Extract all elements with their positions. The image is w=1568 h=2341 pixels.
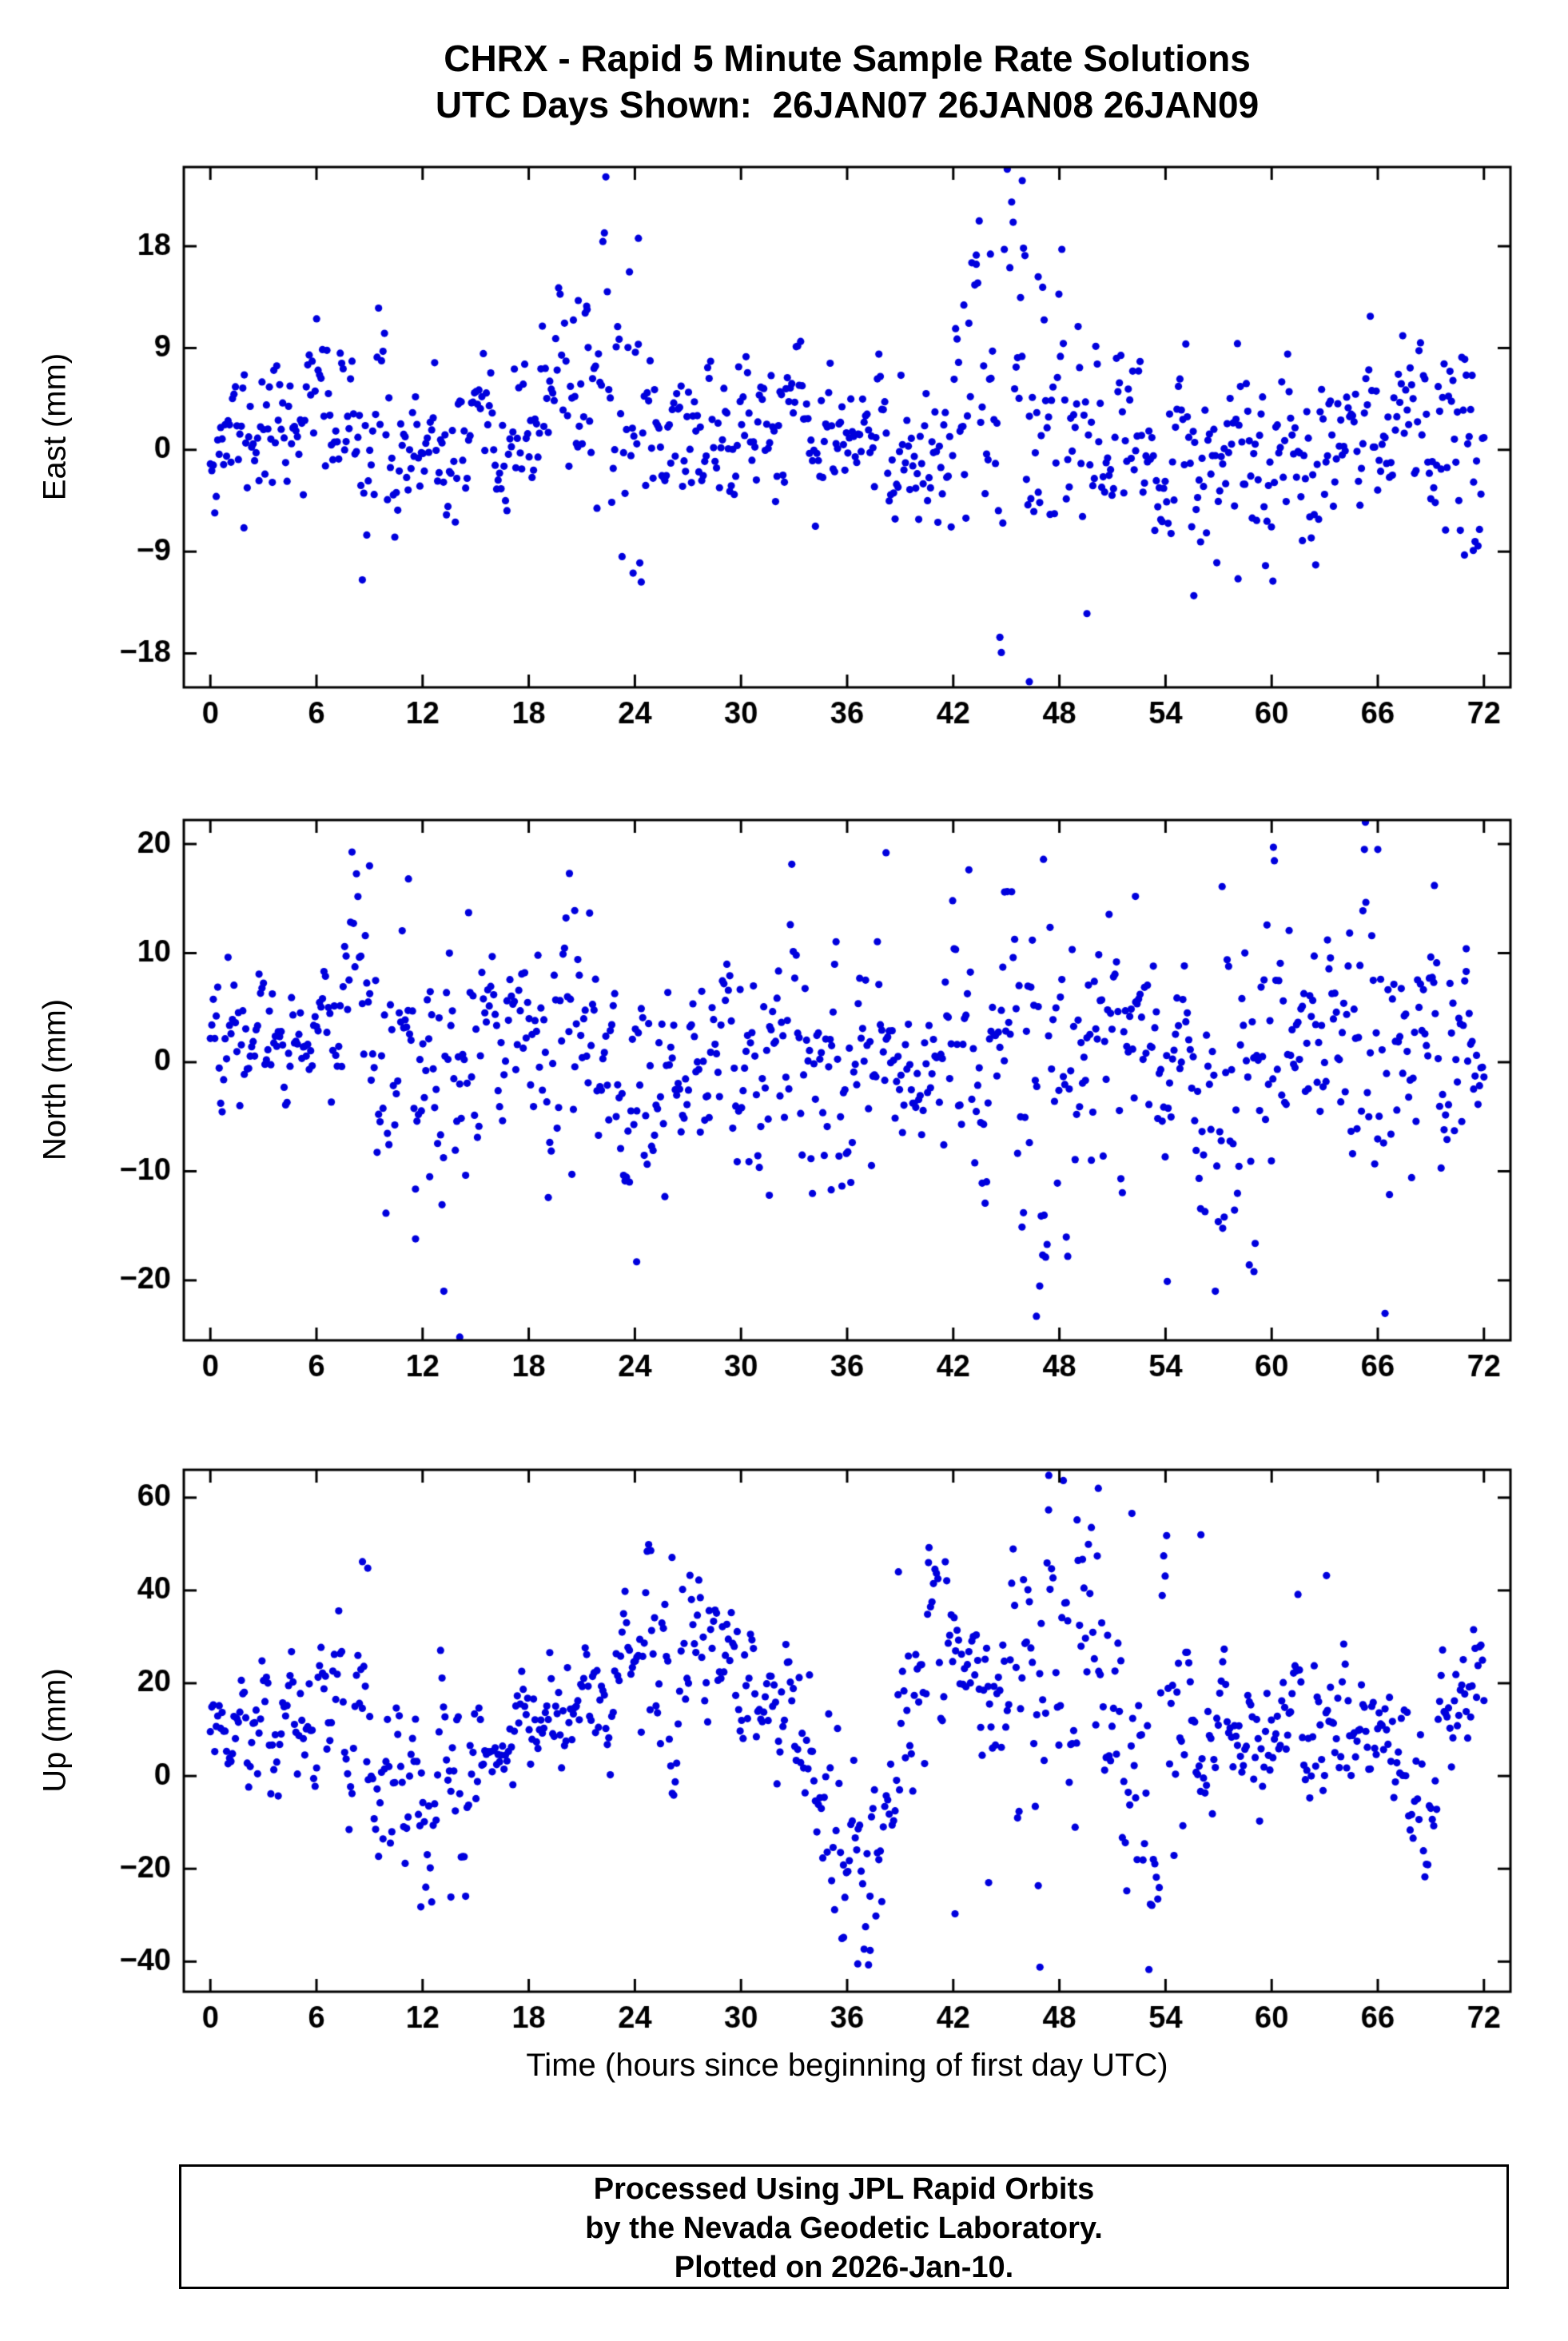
footer-line2: by the Nevada Geodetic Laboratory. xyxy=(585,2212,1103,2245)
chart-title-line2: UTC Days Shown: 26JAN07 26JAN08 26JAN09 xyxy=(435,84,1260,125)
east-axis-label: East (mm) xyxy=(37,352,73,501)
north-axis-label: North (mm) xyxy=(37,998,73,1161)
footer-line1: Processed Using JPL Rapid Orbits xyxy=(593,2172,1095,2206)
footer-line3: Plotted on 2026-Jan-10. xyxy=(674,2251,1014,2284)
chart-title-line1: CHRX - Rapid 5 Minute Sample Rate Soluti… xyxy=(444,38,1251,79)
x-axis-label: Time (hours since beginning of first day… xyxy=(526,2048,1168,2083)
footer-box: Processed Using JPL Rapid Orbits by the … xyxy=(179,2164,1509,2289)
chart-title: CHRX - Rapid 5 Minute Sample Rate Soluti… xyxy=(184,35,1510,128)
up-axis-label: Up (mm) xyxy=(37,1668,73,1793)
